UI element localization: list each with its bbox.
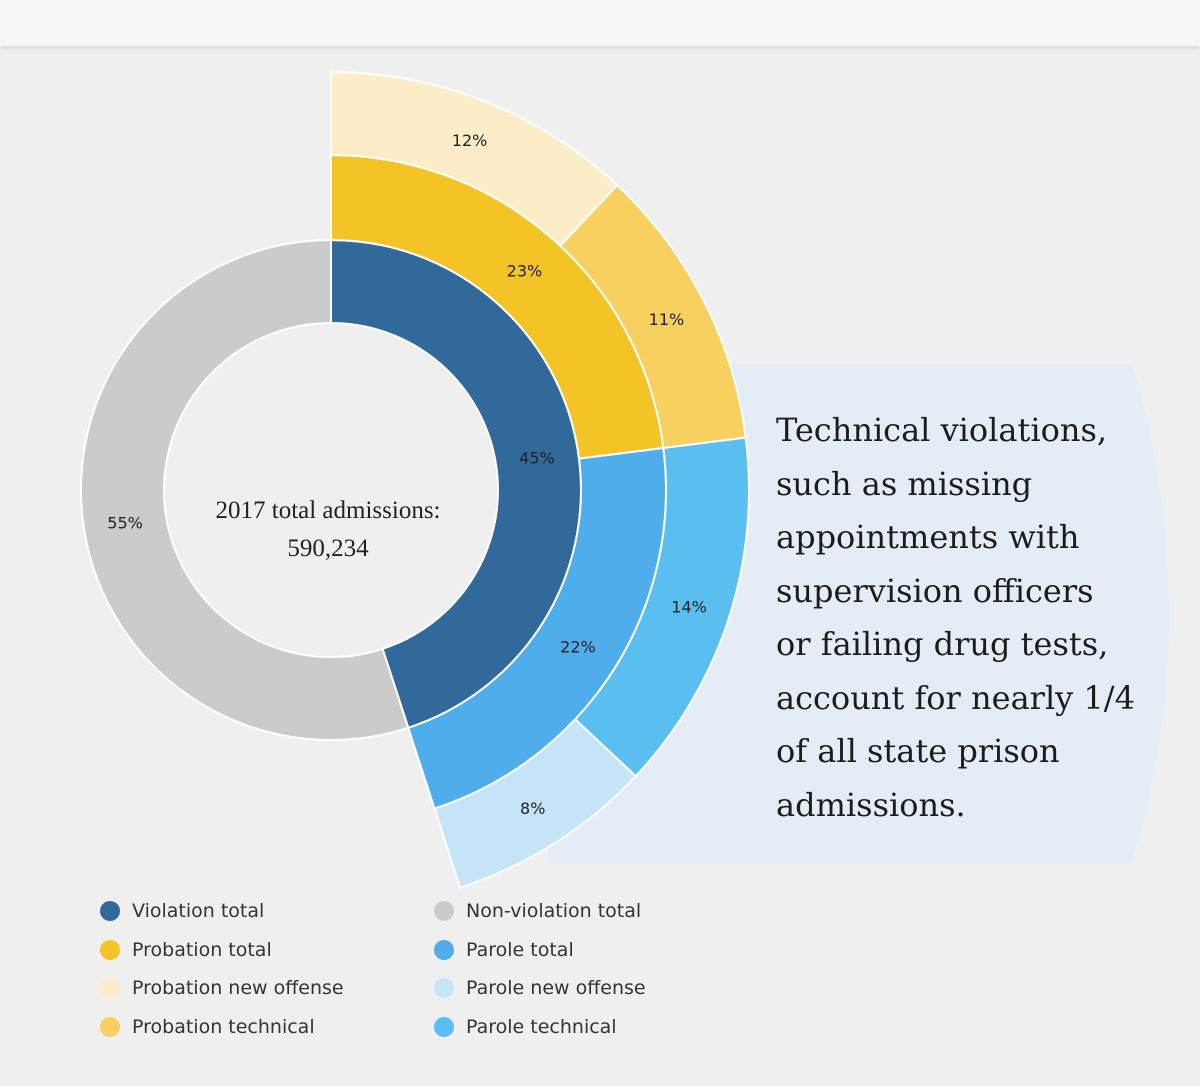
label-violation-total: 45% bbox=[519, 448, 555, 467]
label-parole-total: 22% bbox=[560, 638, 596, 657]
legend-label: Parole new offense bbox=[466, 977, 646, 999]
legend-swatch bbox=[100, 939, 120, 960]
legend-swatch bbox=[434, 901, 454, 921]
legend-label: Probation total bbox=[132, 938, 272, 961]
center-label-line-2: 590,234 bbox=[287, 535, 369, 562]
legend-swatch bbox=[100, 978, 120, 998]
label-probation-new-offense: 12% bbox=[452, 131, 488, 150]
top-bar bbox=[0, 0, 1200, 46]
center-label-line-1: 2017 total admissions: bbox=[216, 497, 441, 524]
slice-non-violation-total bbox=[79, 238, 410, 741]
slice-parole-new-offense bbox=[433, 717, 638, 889]
label-parole-technical: 14% bbox=[671, 597, 707, 616]
legend-item-parole-technical: Parole technical bbox=[434, 1012, 617, 1042]
legend-label: Parole technical bbox=[466, 1015, 617, 1038]
legend-label: Parole total bbox=[466, 938, 574, 961]
legend-item-parole-new-offense: Parole new offense bbox=[434, 973, 646, 1003]
legend-swatch bbox=[434, 978, 454, 998]
legend-item-probation-technical: Probation technical bbox=[100, 1012, 315, 1042]
legend-swatch bbox=[100, 901, 120, 921]
label-probation-total: 23% bbox=[507, 262, 543, 281]
label-parole-new-offense: 8% bbox=[520, 799, 545, 818]
legend-item-non-violation-total: Non-violation total bbox=[434, 896, 641, 926]
legend-label: Probation new offense bbox=[132, 977, 344, 999]
label-probation-technical: 11% bbox=[649, 310, 685, 329]
legend-item-violation-total: Violation total bbox=[100, 896, 264, 926]
legend-item-parole-total: Parole total bbox=[434, 935, 574, 965]
legend-label: Probation technical bbox=[132, 1015, 315, 1038]
legend-item-probation-total: Probation total bbox=[100, 935, 272, 965]
callout-text: Technical violations, such as missing ap… bbox=[776, 411, 1135, 824]
legend-swatch bbox=[434, 939, 454, 960]
legend-label: Violation total bbox=[132, 900, 265, 922]
legend-swatch bbox=[434, 1016, 454, 1037]
legend-item-probation-new-offense: Probation new offense bbox=[100, 973, 344, 1003]
label-non-violation-total: 55% bbox=[107, 514, 143, 533]
legend-swatch bbox=[100, 1016, 120, 1037]
legend-label: Non-violation total bbox=[466, 900, 642, 922]
